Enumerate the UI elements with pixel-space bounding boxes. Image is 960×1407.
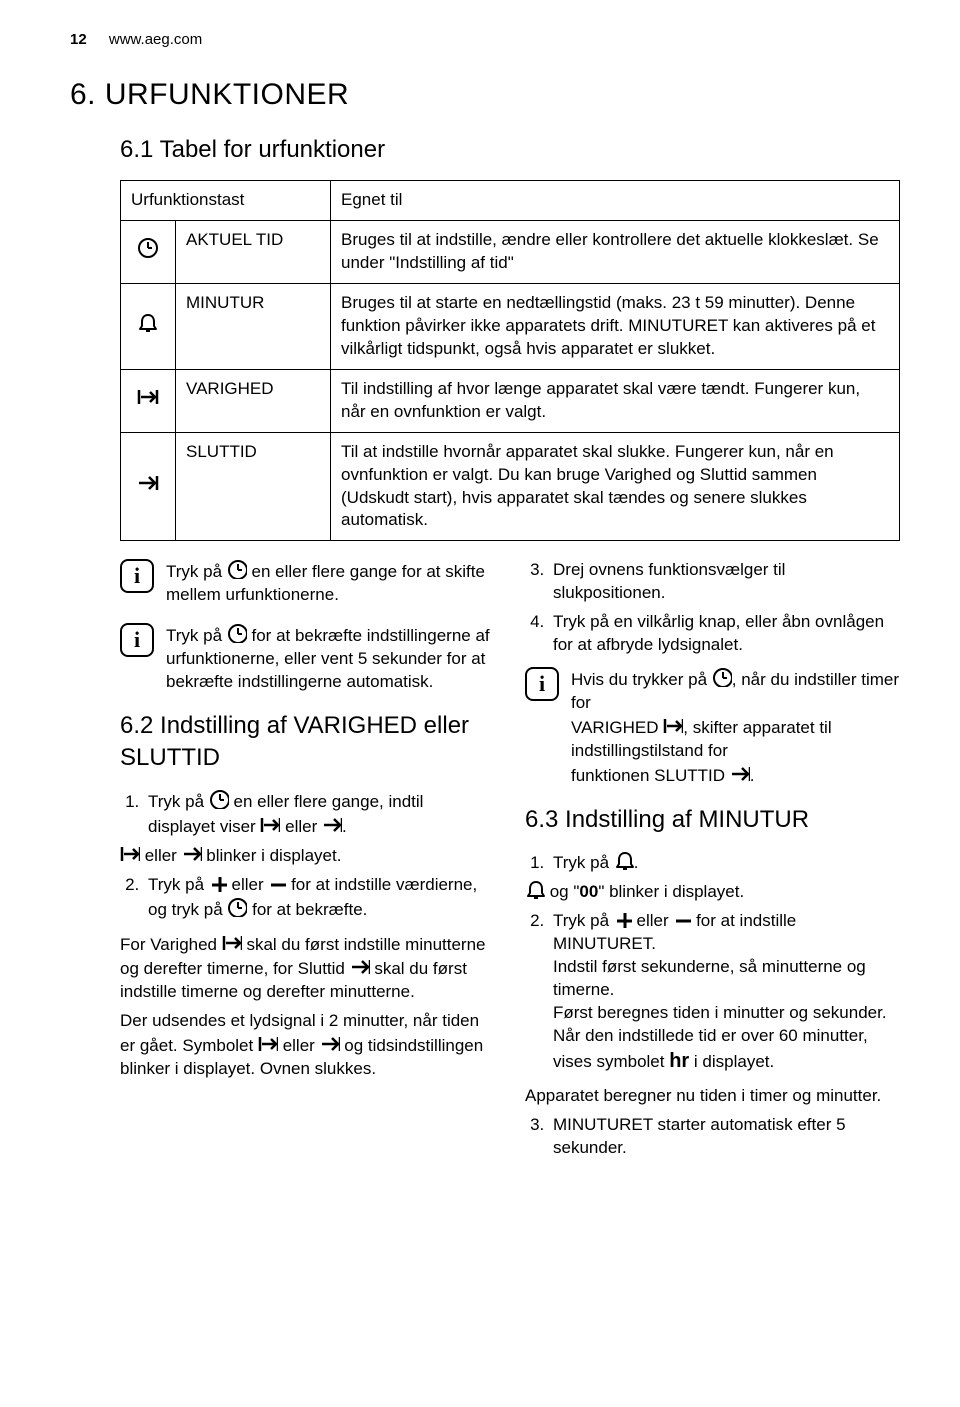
info-text: Tryk på for at bekræfte indstillingerne … — [166, 623, 495, 694]
subsection-6-2: 6.2 Indstilling af VARIGHED eller SLUTTI… — [120, 710, 495, 775]
step: MINUTURET starter automatisk efter 5 sek… — [549, 1114, 900, 1160]
step: Tryk på eller for at indstille MINUTURET… — [549, 910, 900, 1075]
step: Tryk på eller for at indstille værdierne… — [144, 874, 495, 922]
endtime-icon — [350, 956, 370, 976]
row-desc: Til indstilling af hvor længe apparatet … — [331, 369, 900, 432]
duration-icon — [120, 843, 140, 863]
urfunktion-table: Urfunktionstast Egnet til AKTUEL TID Bru… — [120, 180, 900, 541]
info-icon: i — [120, 559, 154, 593]
minus-icon — [673, 910, 691, 928]
clock-icon — [121, 221, 176, 284]
paragraph: For Varighed skal du først indstille min… — [120, 932, 495, 1005]
th-egnet-til: Egnet til — [331, 181, 900, 221]
step-text: eller blinker i displayet. — [120, 843, 495, 868]
endtime-icon — [182, 843, 202, 863]
row-label: AKTUEL TID — [176, 221, 331, 284]
steps-6-3c: MINUTURET starter automatisk efter 5 sek… — [525, 1114, 900, 1160]
info-note-2: i Tryk på for at bekræfte indstillingern… — [120, 623, 495, 694]
clock-icon — [227, 559, 247, 579]
steps-6-3b: Tryk på eller for at indstille MINUTURET… — [525, 910, 900, 1075]
table-row: AKTUEL TID Bruges til at indstille, ændr… — [121, 221, 900, 284]
table-row: VARIGHED Til indstilling af hvor længe a… — [121, 369, 900, 432]
duration-icon — [260, 814, 280, 834]
subsection-6-3: 6.3 Indstilling af MINUTUR — [525, 804, 900, 836]
clock-icon — [227, 897, 247, 917]
table-row: MINUTUR Bruges til at starte en nedtælli… — [121, 283, 900, 369]
row-desc: Bruges til at indstille, ændre eller kon… — [331, 221, 900, 284]
right-column: Drej ovnens funktionsvælger til slukposi… — [525, 559, 900, 1169]
info-icon: i — [525, 667, 559, 701]
clock-icon — [227, 623, 247, 643]
steps-6-2: Tryk på en eller flere gange, indtil dis… — [120, 789, 495, 839]
info-note-1: i Tryk på en eller flere gange for at sk… — [120, 559, 495, 607]
header-url: www.aeg.com — [109, 31, 202, 48]
section-title: 6. URFUNKTIONER — [70, 75, 900, 116]
paragraph: Der udsendes et lydsignal i 2 minutter, … — [120, 1010, 495, 1081]
row-label: SLUTTID — [176, 432, 331, 541]
endtime-icon — [121, 432, 176, 541]
plus-icon — [209, 874, 227, 892]
row-desc: Bruges til at starte en nedtællingstid (… — [331, 283, 900, 369]
duration-icon — [121, 369, 176, 432]
bell-icon — [525, 879, 545, 899]
duration-icon — [222, 932, 242, 952]
info-text: Tryk på en eller flere gange for at skif… — [166, 559, 495, 607]
bell-icon — [121, 283, 176, 369]
endtime-icon — [320, 1033, 340, 1053]
row-label: MINUTUR — [176, 283, 331, 369]
step: Tryk på en vilkårlig knap, eller åbn ovn… — [549, 611, 900, 657]
subsection-6-1: 6.1 Tabel for urfunktioner — [120, 134, 900, 166]
steps-6-3: Tryk på . — [525, 850, 900, 875]
left-column: i Tryk på en eller flere gange for at sk… — [120, 559, 495, 1169]
steps-right: Drej ovnens funktionsvælger til slukposi… — [525, 559, 900, 657]
duration-icon — [258, 1033, 278, 1053]
page-header: 12 www.aeg.com — [70, 30, 900, 50]
step-text: og "00" blinker i displayet. — [525, 879, 900, 904]
steps-6-2b: Tryk på eller for at indstille værdierne… — [120, 874, 495, 922]
clock-icon — [209, 789, 229, 809]
step: Tryk på en eller flere gange, indtil dis… — [144, 789, 495, 839]
endtime-icon — [322, 814, 342, 834]
minus-icon — [268, 874, 286, 892]
row-desc: Til at indstille hvornår apparatet skal … — [331, 432, 900, 541]
row-label: VARIGHED — [176, 369, 331, 432]
table-row: SLUTTID Til at indstille hvornår apparat… — [121, 432, 900, 541]
page-number: 12 — [70, 31, 87, 48]
info-note-3: i Hvis du trykker på , når du indstiller… — [525, 667, 900, 788]
bell-icon — [614, 850, 634, 870]
endtime-icon — [730, 763, 750, 783]
step: Drej ovnens funktionsvælger til slukposi… — [549, 559, 900, 605]
step: Tryk på . — [549, 850, 900, 875]
th-urfunktionstast: Urfunktionstast — [121, 181, 331, 221]
info-text: Hvis du trykker på , når du indstiller t… — [571, 667, 900, 788]
plus-icon — [614, 910, 632, 928]
hr-symbol: hr — [669, 1050, 689, 1072]
paragraph: Apparatet beregner nu tiden i timer og m… — [525, 1085, 900, 1108]
clock-icon — [712, 667, 732, 687]
duration-icon — [663, 715, 683, 735]
info-icon: i — [120, 623, 154, 657]
